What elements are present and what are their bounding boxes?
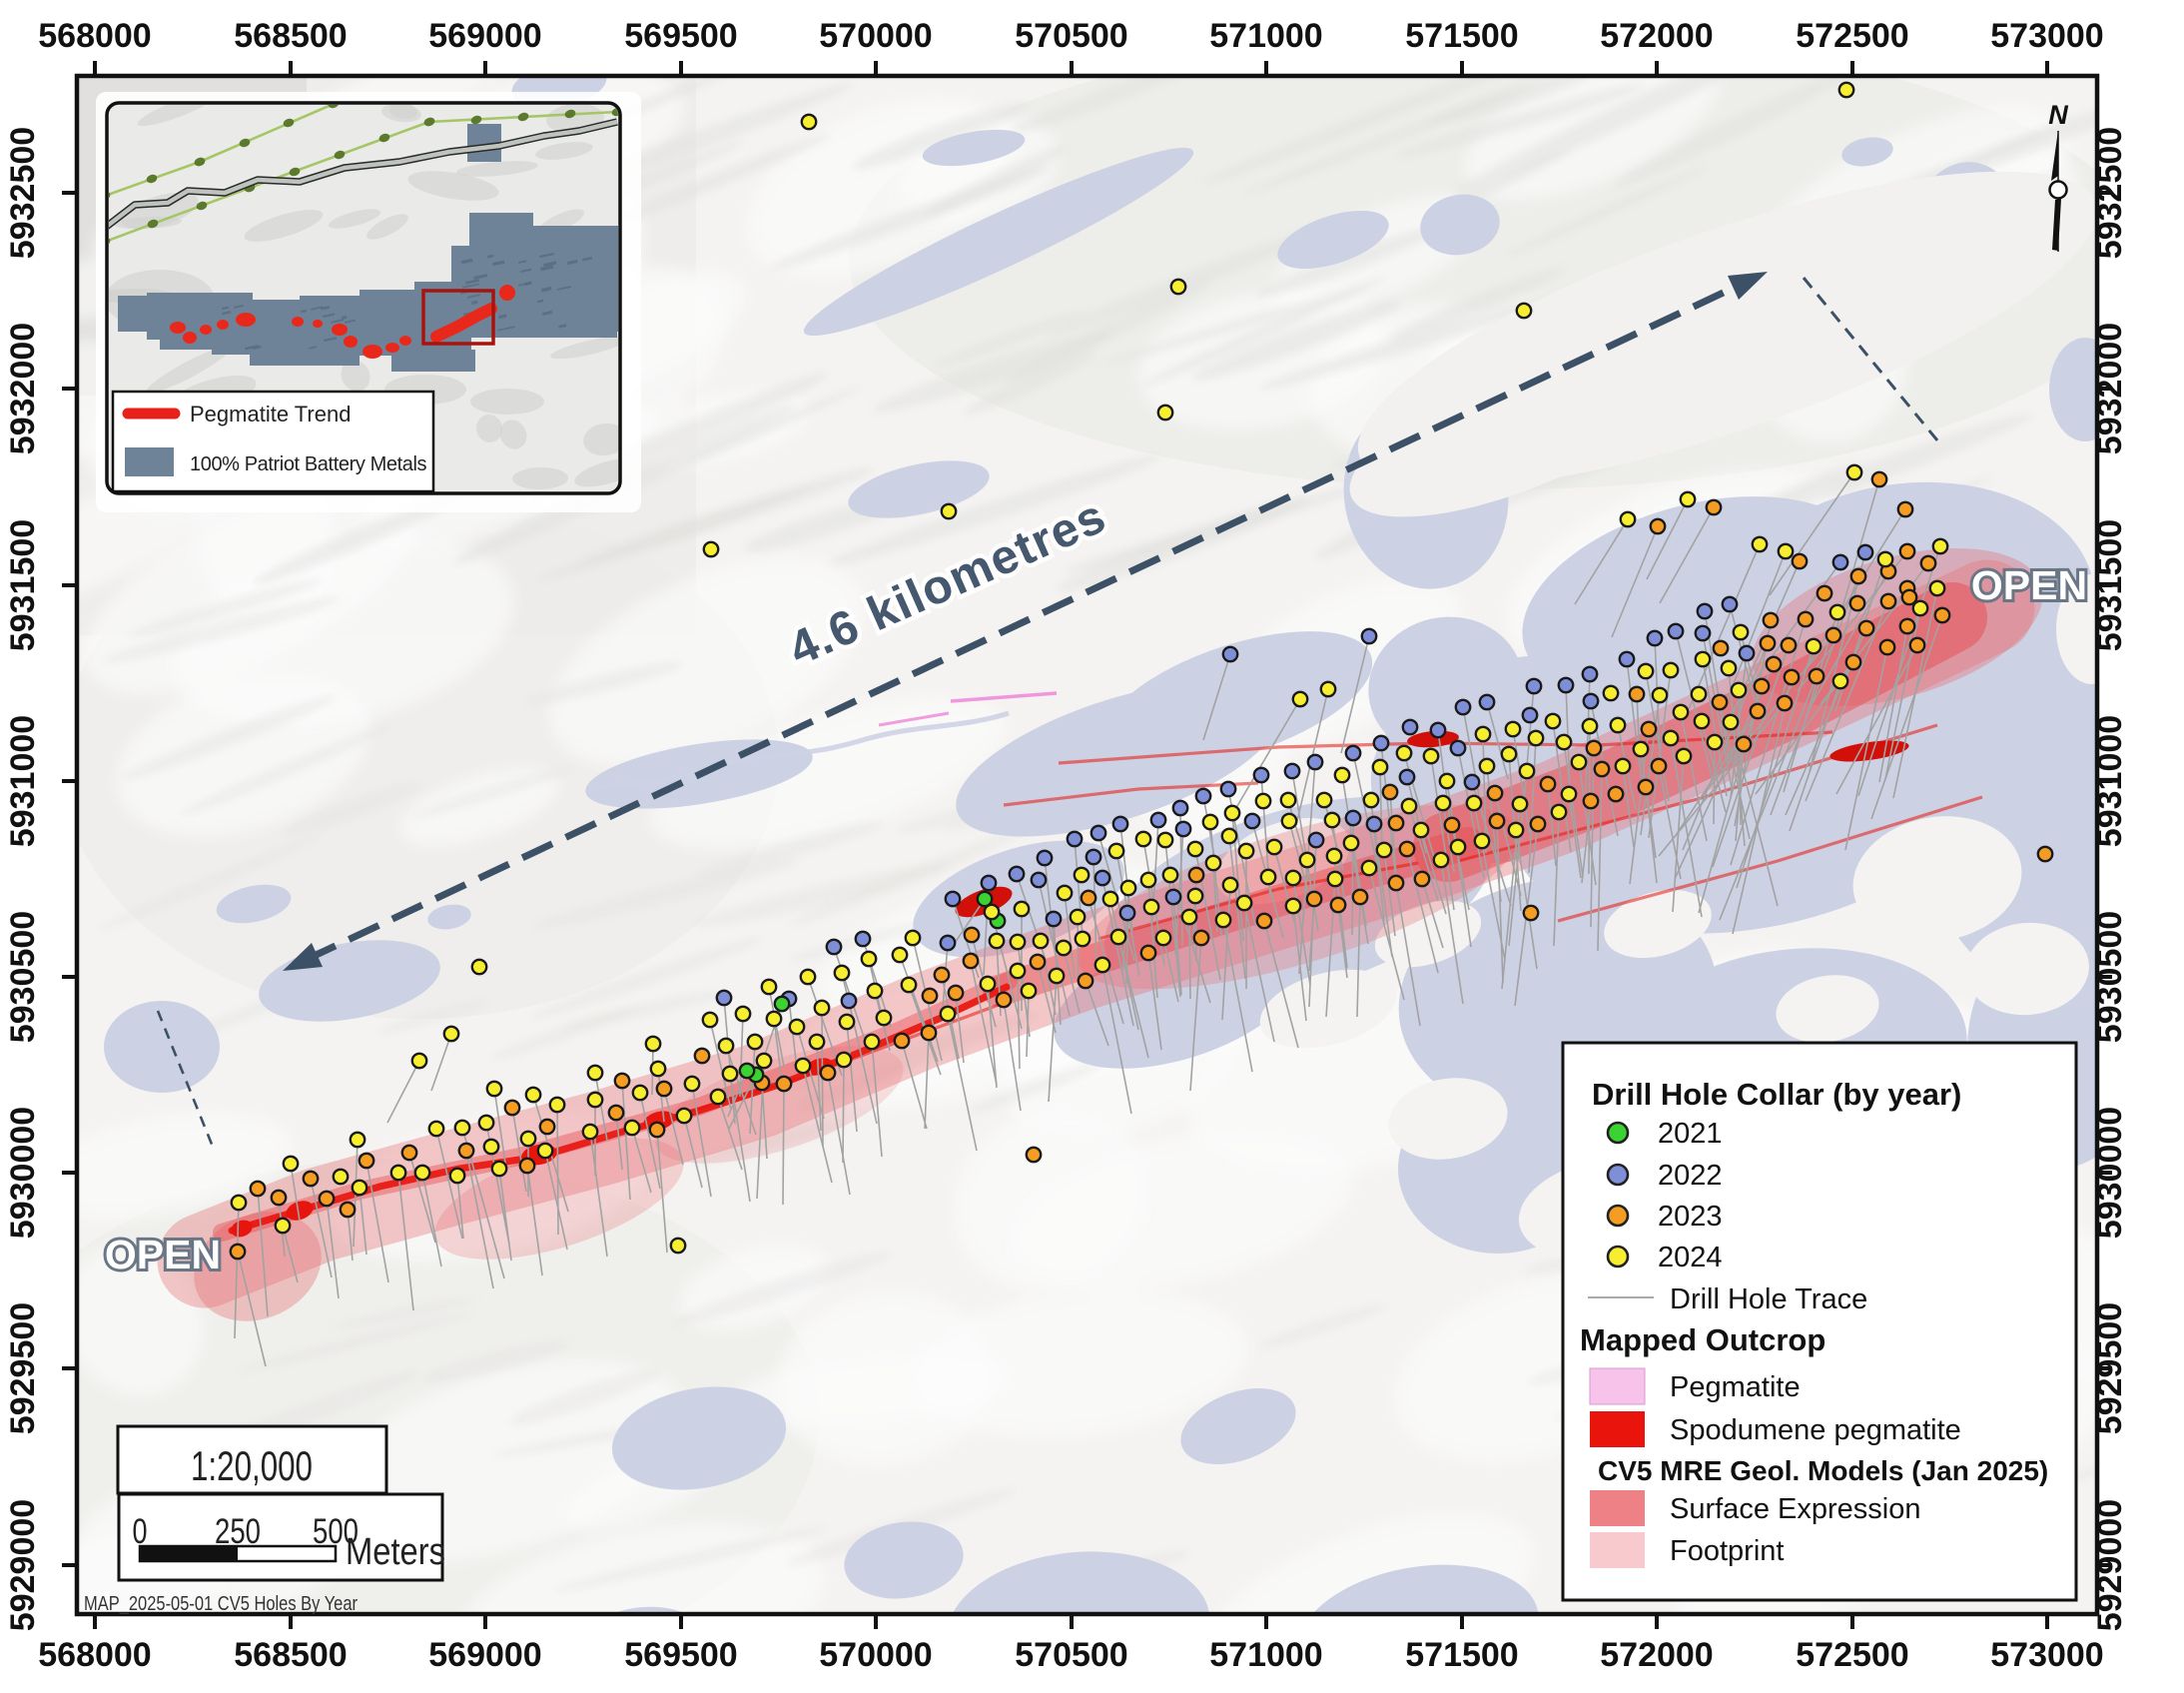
svg-text:572500: 572500 [1796, 17, 1908, 55]
svg-text:5932500: 5932500 [2091, 127, 2129, 259]
svg-text:OPEN: OPEN [105, 1232, 221, 1277]
svg-text:5930000: 5930000 [4, 1107, 42, 1239]
svg-text:Pegmatite Trend: Pegmatite Trend [190, 402, 351, 426]
svg-text:2021: 2021 [1658, 1118, 1723, 1150]
svg-text:573000: 573000 [1990, 17, 2103, 55]
svg-text:5931000: 5931000 [4, 715, 42, 847]
svg-text:568500: 568500 [234, 1636, 347, 1674]
svg-text:5931500: 5931500 [2091, 519, 2129, 651]
svg-text:570500: 570500 [1015, 1636, 1127, 1674]
svg-text:0: 0 [133, 1512, 148, 1551]
svg-text:571500: 571500 [1405, 1636, 1518, 1674]
svg-text:Drill Hole Trace: Drill Hole Trace [1670, 1283, 1867, 1315]
svg-text:569000: 569000 [428, 17, 541, 55]
svg-text:571000: 571000 [1209, 17, 1322, 55]
svg-text:5932000: 5932000 [2091, 323, 2129, 454]
svg-text:5929500: 5929500 [4, 1302, 42, 1434]
svg-text:OPEN: OPEN [1971, 562, 2087, 608]
svg-text:5931500: 5931500 [4, 519, 42, 651]
svg-text:500: 500 [313, 1512, 359, 1551]
svg-text:5929000: 5929000 [2091, 1499, 2129, 1631]
svg-text:Meters: Meters [346, 1531, 445, 1573]
svg-text:572500: 572500 [1796, 1636, 1908, 1674]
svg-text:Spodumene pegmatite: Spodumene pegmatite [1670, 1414, 1961, 1446]
svg-text:5929000: 5929000 [4, 1499, 42, 1631]
svg-text:569500: 569500 [624, 1636, 737, 1674]
svg-text:5930000: 5930000 [2091, 1107, 2129, 1239]
svg-text:5929500: 5929500 [2091, 1302, 2129, 1434]
svg-text:570000: 570000 [819, 1636, 932, 1674]
svg-text:5932500: 5932500 [4, 127, 42, 259]
svg-text:569500: 569500 [624, 17, 737, 55]
svg-text:Drill Hole Collar (by year): Drill Hole Collar (by year) [1592, 1077, 1961, 1112]
svg-text:1:20,000: 1:20,000 [191, 1442, 313, 1489]
svg-text:100% Patriot Battery Metals: 100% Patriot Battery Metals [190, 453, 426, 475]
svg-text:5931000: 5931000 [2091, 715, 2129, 847]
svg-text:2024: 2024 [1658, 1242, 1723, 1273]
svg-text:571500: 571500 [1405, 17, 1518, 55]
svg-text:573000: 573000 [1990, 1636, 2103, 1674]
svg-text:Mapped Outcrop: Mapped Outcrop [1580, 1322, 1825, 1357]
svg-text:570000: 570000 [819, 17, 932, 55]
svg-text:570500: 570500 [1015, 17, 1127, 55]
svg-text:569000: 569000 [428, 1636, 541, 1674]
svg-text:Surface Expression: Surface Expression [1670, 1493, 1920, 1525]
svg-text:568500: 568500 [234, 17, 347, 55]
svg-text:2023: 2023 [1658, 1201, 1723, 1233]
svg-text:Footprint: Footprint [1670, 1535, 1784, 1567]
svg-text:572000: 572000 [1600, 1636, 1713, 1674]
svg-text:Pegmatite: Pegmatite [1670, 1371, 1801, 1403]
svg-text:5930500: 5930500 [4, 911, 42, 1043]
svg-text:MAP_2025-05-01 CV5 Holes By Ye: MAP_2025-05-01 CV5 Holes By Year [84, 1593, 358, 1615]
svg-text:571000: 571000 [1209, 1636, 1322, 1674]
svg-text:568000: 568000 [38, 1636, 151, 1674]
svg-text:CV5 MRE Geol. Models (Jan 2025: CV5 MRE Geol. Models (Jan 2025) [1598, 1455, 2048, 1486]
svg-text:2022: 2022 [1658, 1160, 1723, 1192]
svg-text:5932000: 5932000 [4, 323, 42, 454]
svg-text:250: 250 [215, 1512, 261, 1551]
svg-text:572000: 572000 [1600, 17, 1713, 55]
svg-text:N: N [2048, 100, 2068, 130]
svg-text:568000: 568000 [38, 17, 151, 55]
svg-text:5930500: 5930500 [2091, 911, 2129, 1043]
